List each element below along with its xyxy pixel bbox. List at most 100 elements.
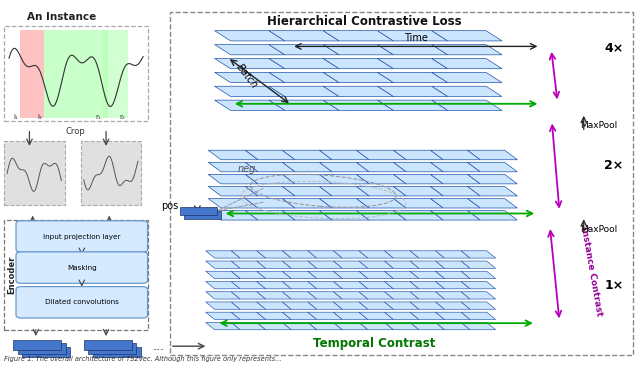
Text: ...: ... — [153, 340, 165, 353]
FancyBboxPatch shape — [13, 339, 61, 350]
Polygon shape — [319, 174, 369, 184]
Polygon shape — [461, 302, 495, 309]
Polygon shape — [378, 72, 448, 83]
Polygon shape — [269, 100, 339, 110]
Polygon shape — [205, 261, 240, 268]
Polygon shape — [205, 312, 240, 320]
Polygon shape — [410, 323, 445, 330]
Text: Dilated convolutions: Dilated convolutions — [45, 299, 119, 305]
Polygon shape — [257, 323, 291, 330]
Polygon shape — [269, 72, 339, 83]
Polygon shape — [431, 162, 480, 172]
FancyBboxPatch shape — [93, 347, 141, 357]
Polygon shape — [410, 292, 445, 299]
Polygon shape — [385, 312, 419, 320]
Polygon shape — [323, 86, 394, 97]
Polygon shape — [282, 292, 317, 299]
Text: r₁: r₁ — [95, 114, 101, 120]
Polygon shape — [467, 150, 517, 160]
Polygon shape — [436, 312, 470, 320]
Polygon shape — [467, 174, 517, 184]
Polygon shape — [359, 281, 394, 289]
Polygon shape — [282, 251, 317, 258]
Polygon shape — [436, 271, 470, 279]
Polygon shape — [378, 86, 448, 97]
Polygon shape — [257, 251, 291, 258]
FancyBboxPatch shape — [4, 141, 65, 206]
Polygon shape — [245, 174, 295, 184]
FancyBboxPatch shape — [4, 26, 148, 121]
Polygon shape — [257, 312, 291, 320]
Polygon shape — [385, 251, 419, 258]
Polygon shape — [359, 323, 394, 330]
Polygon shape — [282, 162, 332, 172]
Polygon shape — [410, 271, 445, 279]
Polygon shape — [467, 186, 517, 196]
Polygon shape — [323, 100, 394, 110]
Polygon shape — [385, 271, 419, 279]
Polygon shape — [359, 261, 394, 268]
Polygon shape — [378, 58, 448, 69]
Bar — [103, 30, 129, 118]
Polygon shape — [359, 251, 394, 258]
Polygon shape — [410, 281, 445, 289]
Polygon shape — [282, 312, 317, 320]
Polygon shape — [356, 162, 406, 172]
Polygon shape — [208, 199, 258, 208]
Polygon shape — [319, 211, 369, 220]
Polygon shape — [282, 174, 332, 184]
Text: l₁: l₁ — [13, 114, 18, 120]
Polygon shape — [432, 72, 502, 83]
Polygon shape — [385, 292, 419, 299]
Polygon shape — [245, 199, 295, 208]
Polygon shape — [431, 174, 480, 184]
Polygon shape — [214, 100, 285, 110]
Polygon shape — [231, 292, 266, 299]
Polygon shape — [323, 58, 394, 69]
Polygon shape — [257, 292, 291, 299]
Polygon shape — [308, 312, 342, 320]
Polygon shape — [308, 261, 342, 268]
Polygon shape — [359, 271, 394, 279]
Polygon shape — [461, 312, 495, 320]
Polygon shape — [333, 251, 368, 258]
Text: pos: pos — [161, 201, 178, 211]
Polygon shape — [394, 211, 444, 220]
Text: r₂: r₂ — [119, 114, 125, 120]
Polygon shape — [308, 251, 342, 258]
Polygon shape — [245, 186, 295, 196]
Polygon shape — [282, 150, 332, 160]
Polygon shape — [467, 162, 517, 172]
Polygon shape — [269, 86, 339, 97]
Text: Instance Contrast: Instance Contrast — [579, 226, 604, 317]
Polygon shape — [205, 251, 240, 258]
Polygon shape — [410, 302, 445, 309]
Polygon shape — [208, 150, 258, 160]
Polygon shape — [208, 186, 258, 196]
Bar — [20, 30, 44, 118]
Polygon shape — [333, 302, 368, 309]
Polygon shape — [308, 292, 342, 299]
Text: 2×: 2× — [604, 159, 623, 172]
Polygon shape — [356, 199, 406, 208]
Polygon shape — [282, 302, 317, 309]
Polygon shape — [319, 162, 369, 172]
Polygon shape — [385, 323, 419, 330]
Polygon shape — [359, 302, 394, 309]
Polygon shape — [385, 281, 419, 289]
Polygon shape — [461, 281, 495, 289]
Text: Figure 1: The overall architecture of TS2Vec. Although this figure only represen: Figure 1: The overall architecture of TS… — [4, 356, 282, 362]
Polygon shape — [214, 31, 285, 41]
Polygon shape — [282, 186, 332, 196]
Polygon shape — [214, 58, 285, 69]
Polygon shape — [356, 150, 406, 160]
Polygon shape — [359, 292, 394, 299]
FancyBboxPatch shape — [88, 343, 136, 353]
Polygon shape — [394, 162, 444, 172]
Text: Hierarchical Contrastive Loss: Hierarchical Contrastive Loss — [267, 15, 461, 28]
Polygon shape — [269, 44, 339, 55]
Polygon shape — [205, 281, 240, 289]
Polygon shape — [378, 44, 448, 55]
Polygon shape — [282, 199, 332, 208]
Polygon shape — [333, 261, 368, 268]
